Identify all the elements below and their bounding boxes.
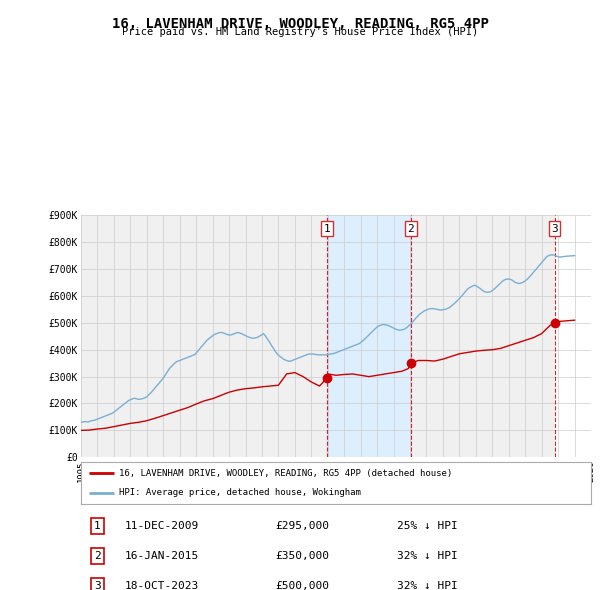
Text: 18-OCT-2023: 18-OCT-2023 (124, 581, 199, 590)
Text: 2: 2 (407, 224, 414, 234)
Text: 16, LAVENHAM DRIVE, WOODLEY, READING, RG5 4PP: 16, LAVENHAM DRIVE, WOODLEY, READING, RG… (112, 17, 488, 31)
Bar (327, 215, 410, 457)
Text: HPI: Average price, detached house, Wokingham: HPI: Average price, detached house, Woki… (119, 489, 361, 497)
Text: 3: 3 (94, 581, 101, 590)
Text: Price paid vs. HM Land Registry's House Price Index (HPI): Price paid vs. HM Land Registry's House … (122, 27, 478, 37)
Text: 2: 2 (94, 551, 101, 561)
Text: 25% ↓ HPI: 25% ↓ HPI (397, 520, 458, 530)
Text: 11-DEC-2009: 11-DEC-2009 (124, 520, 199, 530)
Text: 16, LAVENHAM DRIVE, WOODLEY, READING, RG5 4PP (detached house): 16, LAVENHAM DRIVE, WOODLEY, READING, RG… (119, 469, 452, 478)
Text: £350,000: £350,000 (275, 551, 329, 561)
Bar (554, 215, 591, 457)
Text: 32% ↓ HPI: 32% ↓ HPI (397, 581, 458, 590)
Text: 3: 3 (551, 224, 558, 234)
Text: 16-JAN-2015: 16-JAN-2015 (124, 551, 199, 561)
Text: 1: 1 (94, 520, 101, 530)
Text: £500,000: £500,000 (275, 581, 329, 590)
Text: 32% ↓ HPI: 32% ↓ HPI (397, 551, 458, 561)
Text: £295,000: £295,000 (275, 520, 329, 530)
Text: 1: 1 (323, 224, 331, 234)
